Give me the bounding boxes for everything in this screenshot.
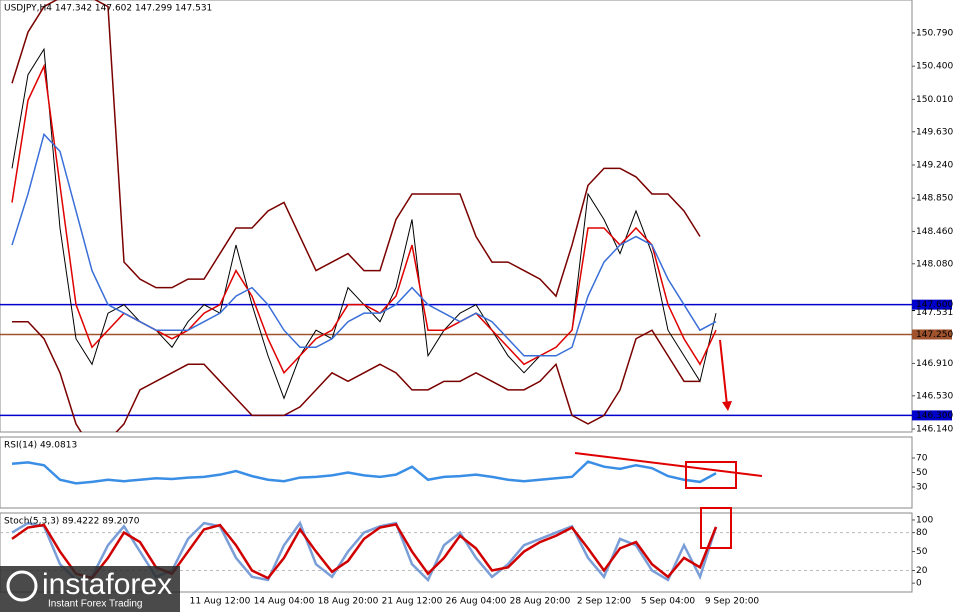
y-tick-label: 149.630 [916,127,953,137]
main-panel [0,0,913,433]
level-tag [912,329,952,340]
level-label: 147.600 [916,300,953,310]
x-tick-label: 5 Sep 04:00 [641,597,696,607]
x-tick-label: 2 Sep 12:00 [577,597,632,607]
level-tag [912,410,952,421]
series-line [11,47,717,400]
y-tick-label: 20 [916,566,928,576]
watermark-tagline: Instant Forex Trading [48,599,143,610]
y-tick-label: 100 [916,515,933,525]
watermark-logo [6,570,38,602]
stoch-panel [0,512,913,593]
level-tag [912,299,952,310]
x-tick-label: 9 Sep 20:00 [705,597,760,607]
y-tick-label: 148.460 [916,227,953,237]
y-tick-label: 146.140 [916,425,953,435]
y-tick-label: 70 [916,454,928,464]
series-line [12,320,700,432]
rsi-panel [0,436,913,509]
watermark-brand: instaforex [42,568,172,601]
y-tick-label: 80 [916,528,928,538]
level-label: 147.250 [916,330,953,340]
panel-title: RSI(14) 49.0813 [4,441,77,451]
series-line [11,460,717,485]
arrow [719,339,728,406]
arrow-head [722,401,732,411]
x-tick-label: 26 Aug 04:00 [446,597,507,607]
y-tick-label: 146.530 [916,391,953,401]
x-tick-label: 14 Aug 04:00 [254,597,315,607]
y-tick-label: 150.400 [916,62,953,72]
x-tick-label: 18 Aug 20:00 [318,597,379,607]
x-tick-label: 28 Aug 20:00 [510,597,571,607]
y-tick-label: 50 [916,468,928,478]
y-tick-label: 149.240 [916,160,953,170]
trend-line [574,452,763,477]
y-tick-label: 150.010 [916,95,953,105]
y-tick-label: 50 [916,547,928,557]
series-line [11,522,718,580]
price-label: 147.531 [916,308,953,318]
level-label: 146.300 [916,411,953,421]
series-line [11,63,717,375]
y-tick-label: 148.850 [916,194,953,204]
y-tick-label: 30 [916,482,928,492]
y-tick-label: 0 [916,579,922,589]
y-tick-label: 150.790 [916,28,953,38]
highlight-box [685,461,737,489]
series-line [11,132,717,357]
y-tick-label: 148.080 [916,259,953,269]
panel-title: USDJPY,H4 147.342 147.602 147.299 147.53… [4,4,212,14]
series-line [11,0,701,298]
x-tick-label: 21 Aug 12:00 [382,597,443,607]
highlight-box [700,507,732,549]
x-tick-label: 11 Aug 12:00 [190,597,251,607]
y-tick-label: 146.910 [916,359,953,369]
panel-title: Stoch(5,3,3) 89.4222 89.2070 [4,517,140,527]
